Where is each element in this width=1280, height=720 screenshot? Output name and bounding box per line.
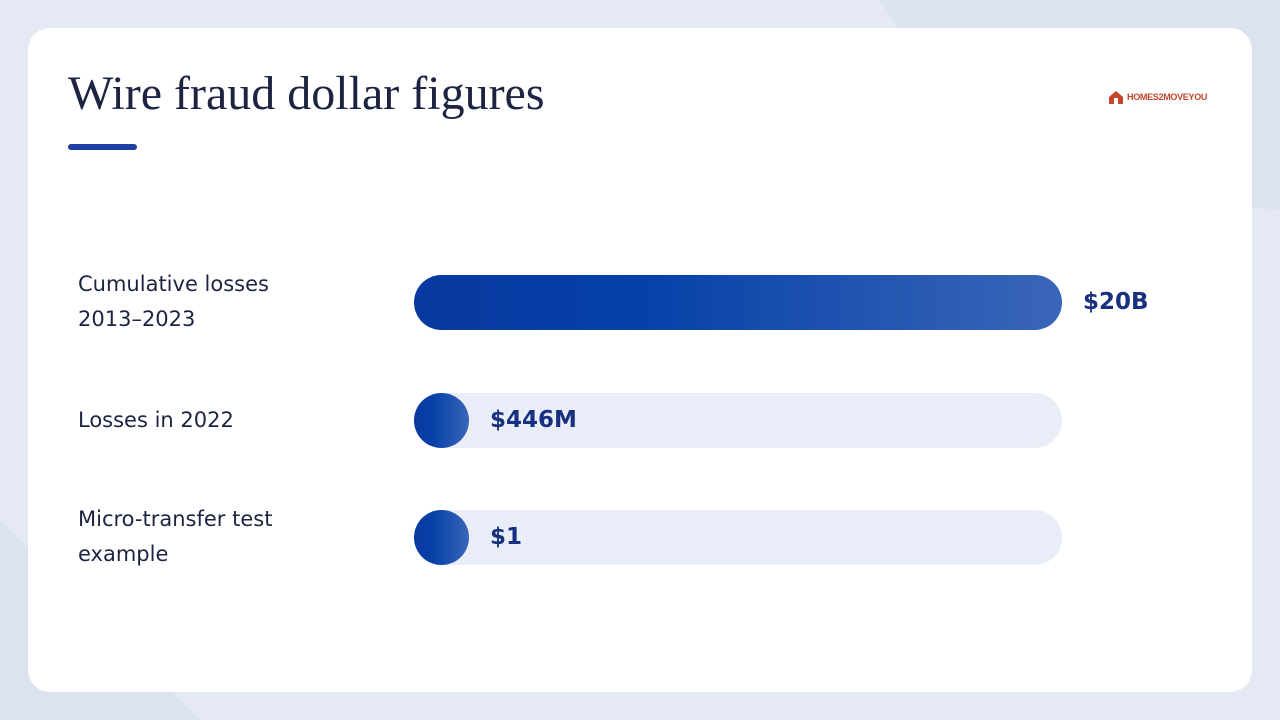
bar-track [414,392,1062,448]
category-label: Micro-transfer test example [78,507,273,566]
title-underline [68,144,137,150]
logo-icon [1109,91,1123,104]
bar-track [414,509,1062,565]
card [28,28,1252,692]
bar [414,274,1062,330]
logo: HOMES2MOVEYOU [1108,88,1207,106]
value-label: $20B [1083,288,1149,315]
bar [414,392,469,448]
bar [414,509,469,565]
category-label: Losses in 2022 [78,407,234,432]
logo-text: HOMES2MOVEYOU [1127,92,1208,102]
slide-title: Wire fraud dollar figures [68,67,545,120]
value-label: $1 [490,523,523,550]
category-label: Cumulative losses 2013–2023 [78,272,269,331]
value-label: $446M [490,406,577,433]
